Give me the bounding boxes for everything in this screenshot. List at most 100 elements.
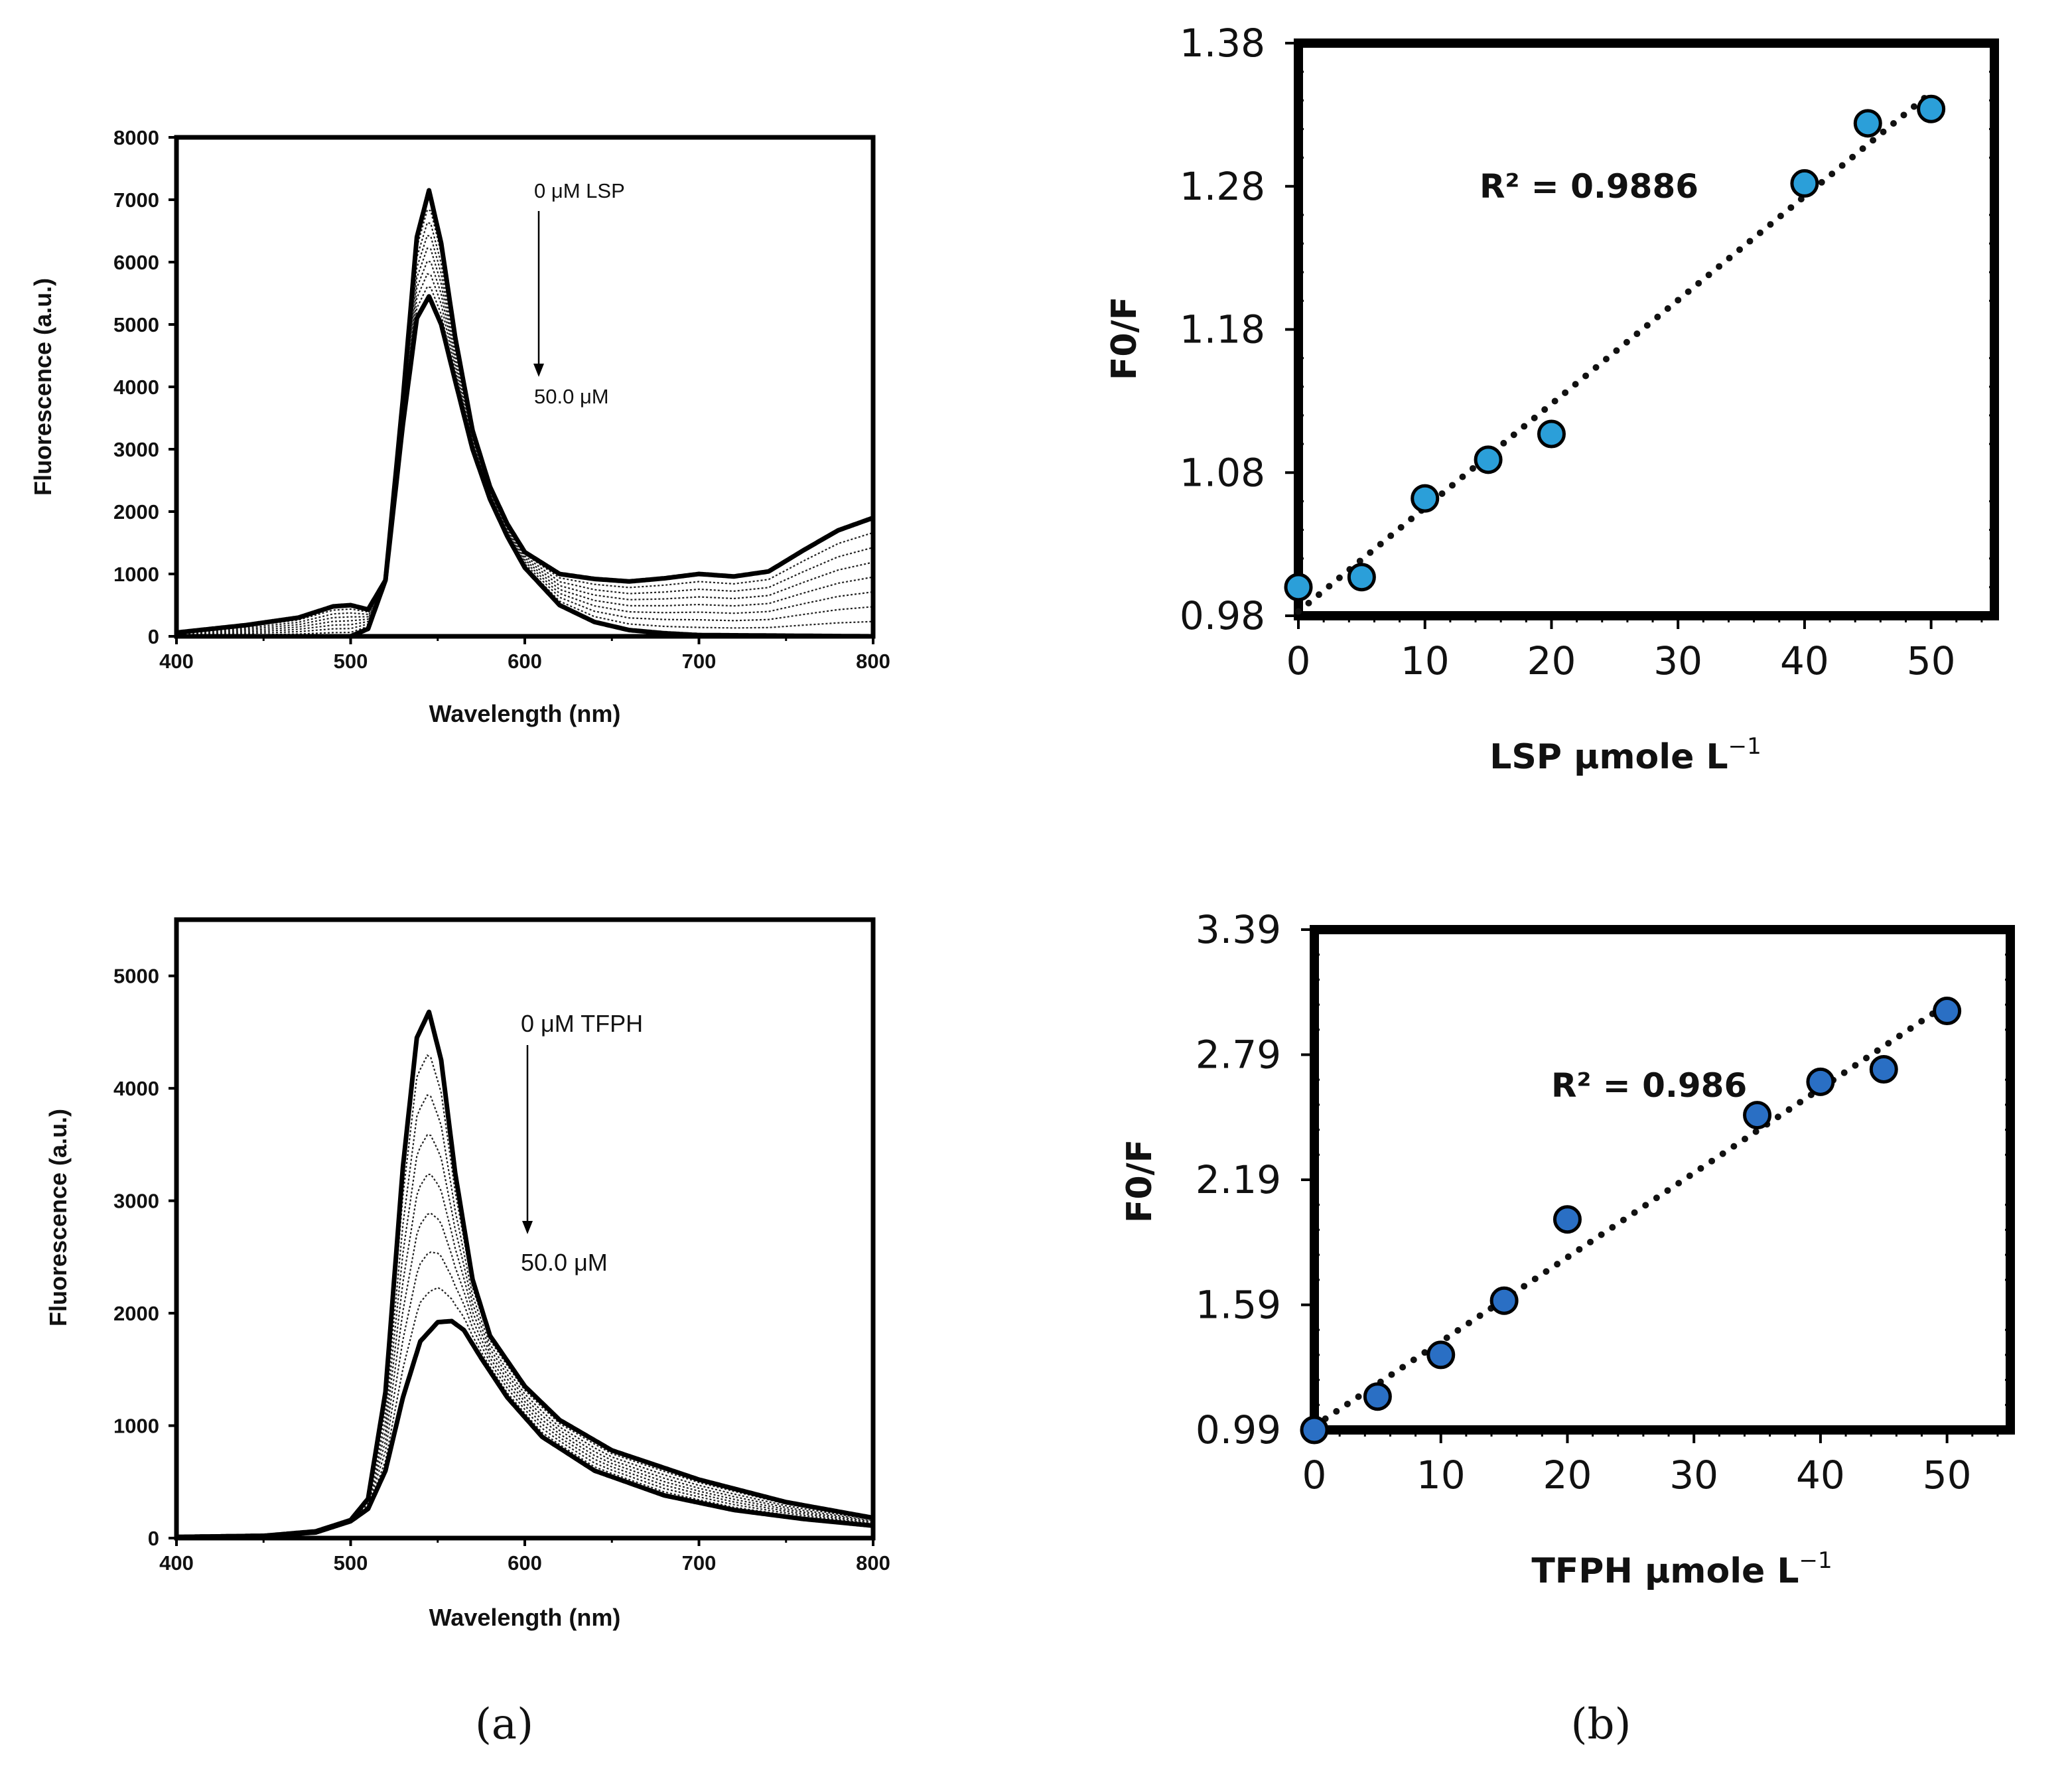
x-tick-label: 500 — [334, 1551, 368, 1575]
x-tick-label: 50 — [1923, 1452, 1972, 1498]
data-point — [1426, 1340, 1456, 1370]
annotation-arrowhead-a-top — [533, 364, 544, 377]
y-axis-label-b-bottom: F0/F — [1120, 1139, 1160, 1223]
x-tick-label: 20 — [1543, 1452, 1592, 1498]
spectrum-line-start — [176, 188, 874, 635]
data-point — [1489, 1286, 1519, 1315]
y-tick-label: 2.19 — [1196, 1157, 1281, 1202]
spectrum-intermediate-line — [176, 247, 874, 636]
y-axis-label-a-bottom: Fluorescence (a.u.) — [44, 1109, 72, 1326]
data-point — [1284, 573, 1313, 602]
data-point — [1300, 1415, 1329, 1445]
chart-a-bottom: 400 500 600 700 800 0 1000 2000 3000 4000 5000 Wav… — [44, 917, 890, 1631]
y-tick-label: 1.18 — [1180, 307, 1265, 352]
x-tick-label: 30 — [1653, 638, 1702, 683]
x-tick-label: 50 — [1907, 638, 1956, 683]
y-tick-label: 4000 — [113, 1077, 159, 1100]
trendline — [1295, 89, 1935, 615]
plot-area-b-top — [1284, 89, 1946, 615]
y-tick-label: 0.98 — [1180, 593, 1265, 638]
spectrum-intermediate-line — [176, 1134, 874, 1538]
panel-label-a: (a) — [475, 1700, 533, 1749]
spectrum-intermediate-line — [176, 1094, 874, 1538]
spectrum-intermediate-line — [176, 260, 874, 636]
data-point — [1790, 169, 1819, 198]
y-tick-label: 1.08 — [1180, 450, 1265, 495]
x-tick-label: 10 — [1401, 638, 1450, 683]
spectrum-intermediate-line — [176, 285, 874, 637]
x-tick-label: 40 — [1796, 1452, 1845, 1498]
data-point — [1537, 419, 1566, 449]
x-tick-label: 400 — [159, 1551, 194, 1575]
ticks-b-bottom: 0 10 20 30 40 50 0.99 1.59 2.19 2.79 3.39 — [1196, 907, 2010, 1498]
data-point — [1853, 109, 1882, 138]
x-axis-label-text-b-top: LSP μmole L — [1489, 737, 1728, 777]
x-tick-label: 0 — [1302, 1452, 1327, 1498]
data-point — [1933, 997, 1962, 1026]
spectrum-line-end — [176, 294, 874, 639]
y-tick-label: 3000 — [113, 438, 159, 461]
y-tick-label: 3.39 — [1196, 907, 1281, 952]
ticks-a-bottom: 400 500 600 700 800 0 1000 2000 3000 4000 5000 — [113, 965, 890, 1575]
annotation-arrowhead-a-bottom — [522, 1221, 533, 1234]
x-tick-label: 400 — [159, 650, 194, 673]
y-tick-label: 7000 — [113, 188, 159, 212]
y-axis-label-a-top: Fluorescence (a.u.) — [29, 278, 56, 496]
chart-b-top: 0 10 20 30 40 50 0.98 1.08 1.18 1.28 1.38 R² = 0.9… — [1105, 21, 1999, 777]
x-axis-label-a-top: Wavelength (nm) — [429, 700, 621, 727]
data-point — [1363, 1382, 1392, 1411]
plot-area-a-bottom — [176, 1009, 874, 1539]
x-tick-label: 700 — [682, 650, 717, 673]
data-point — [1474, 445, 1503, 474]
axes-frame-a-top — [174, 135, 876, 639]
r-squared-label-b-bottom: R² = 0.986 — [1551, 1066, 1747, 1105]
y-tick-label: 8000 — [113, 126, 159, 149]
annotation-start-a-bottom: 0 μM TFPH — [521, 1010, 643, 1037]
y-tick-label: 4000 — [113, 376, 159, 399]
trendline — [1311, 1001, 1951, 1430]
y-axis-label-b-top: F0/F — [1105, 297, 1144, 380]
x-tick-label: 10 — [1416, 1452, 1466, 1498]
y-tick-label: 2000 — [113, 500, 159, 524]
x-tick-label: 40 — [1780, 638, 1829, 683]
x-tick-label: 30 — [1669, 1452, 1718, 1498]
y-tick-label: 0 — [148, 625, 159, 648]
plot-area-b-bottom — [1300, 997, 1962, 1445]
x-tick-label: 700 — [682, 1551, 717, 1575]
data-point — [1917, 94, 1946, 123]
data-point — [1411, 484, 1440, 513]
x-axis-label-b-bottom: TFPH μmole L−1 — [1531, 1547, 1832, 1591]
spectrum-intermediate-line — [176, 273, 874, 636]
x-axis-label-a-bottom: Wavelength (nm) — [429, 1604, 621, 1631]
y-tick-label: 1.28 — [1180, 164, 1265, 209]
y-tick-label: 0 — [148, 1527, 159, 1550]
data-point — [1806, 1067, 1835, 1096]
y-tick-label: 1.59 — [1196, 1283, 1281, 1328]
spectrum-intermediate-line — [176, 1173, 874, 1538]
x-axis-label-sup-b-bottom: −1 — [1799, 1547, 1832, 1574]
x-tick-label: 800 — [856, 650, 890, 673]
y-tick-label: 1000 — [113, 563, 159, 586]
chart-a-top: 400 500 600 700 8000100020003000400050006000… — [29, 126, 890, 727]
x-tick-label: 0 — [1286, 638, 1311, 683]
data-point — [1553, 1205, 1582, 1234]
annotation-end-a-bottom: 50.0 μM — [521, 1249, 608, 1276]
x-axis-label-sup-b-top: −1 — [1728, 733, 1761, 760]
data-point — [1347, 563, 1376, 592]
x-tick-label: 500 — [334, 650, 368, 673]
x-tick-label: 800 — [856, 1551, 890, 1575]
x-axis-label-text-b-bottom: TFPH μmole L — [1531, 1551, 1799, 1591]
data-point — [1743, 1101, 1772, 1130]
y-tick-label: 1000 — [113, 1415, 159, 1438]
y-tick-label: 0.99 — [1196, 1407, 1281, 1452]
y-tick-label: 2.79 — [1196, 1032, 1281, 1078]
spectrum-intermediate-line — [176, 1054, 874, 1538]
ticks-a-top: 400 500 600 700 8000100020003000400050006000… — [113, 126, 890, 673]
y-tick-label: 6000 — [113, 251, 159, 274]
r-squared-label-b-top: R² = 0.9886 — [1480, 167, 1698, 206]
y-tick-label: 3000 — [113, 1190, 159, 1213]
spectrum-intermediate-line — [176, 1251, 874, 1538]
x-tick-label: 600 — [508, 650, 542, 673]
spectrum-intermediate-line — [176, 234, 874, 635]
y-tick-label: 5000 — [113, 313, 159, 336]
